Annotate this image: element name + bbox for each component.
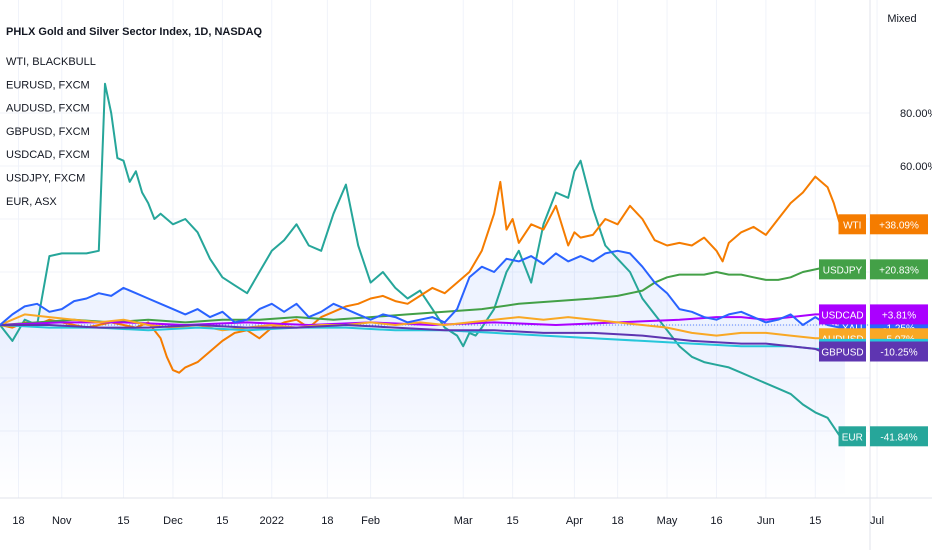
x-tick-label: 18 <box>612 515 624 527</box>
badge-name-bg <box>838 214 866 235</box>
series-line-gbpusd[interactable] <box>0 324 841 356</box>
badge-name: USDCAD <box>821 310 863 321</box>
series-lines <box>0 82 841 437</box>
badge-name: EUR <box>842 432 863 443</box>
badge-value: +20.83% <box>879 265 919 276</box>
badge-name-bg <box>819 304 866 325</box>
badge-gbpusd: GBPUSD -10.25% <box>819 341 928 362</box>
chart-title: PHLX Gold and Silver Sector Index, 1D, N… <box>6 26 263 38</box>
x-tick-label: Dec <box>163 515 183 527</box>
price-axis[interactable]: Mixed 80.00% 60.00% <box>887 13 932 173</box>
badge-value-bg <box>870 259 928 280</box>
xau-area-fill <box>0 250 840 328</box>
badge-name-bg <box>838 426 866 447</box>
legend-entry: AUDUSD, FXCM <box>6 103 90 115</box>
badge-value: -41.84% <box>880 432 917 443</box>
badge-value-bg <box>870 426 928 447</box>
lower-gradient-fill <box>0 325 845 498</box>
x-tick-label: 18 <box>12 515 24 527</box>
x-tick-label: Apr <box>566 515 583 527</box>
legend-entry: USDCAD, FXCM <box>6 149 90 161</box>
x-tick-label: 18 <box>321 515 333 527</box>
x-tick-label: 15 <box>507 515 519 527</box>
x-tick-label: Feb <box>361 515 380 527</box>
series-line-eur[interactable] <box>0 82 841 437</box>
y-tick-label: 60.00% <box>900 161 932 173</box>
badge-name-bg <box>819 259 866 280</box>
badge-wti: WTI +38.09% <box>838 214 928 235</box>
series-line-xau[interactable] <box>0 249 841 329</box>
x-tick-label: 15 <box>809 515 821 527</box>
legend-entry: EURUSD, FXCM <box>6 79 90 91</box>
badge-value: +3.81% <box>882 310 916 321</box>
series-line-usdcad[interactable] <box>0 313 840 326</box>
legend-entry: USDJPY, FXCM <box>6 173 85 185</box>
last-value-badges: EUR-41.84%WTI+38.09%USDJPY+20.83%XAU-1.2… <box>819 214 928 447</box>
badge-value-bg <box>870 304 928 325</box>
legend-entry: EUR, ASX <box>6 196 57 208</box>
x-tick-label: Nov <box>52 515 72 527</box>
series-line-usdjpy[interactable] <box>0 265 841 326</box>
badge-name: WTI <box>843 220 861 231</box>
badge-value-bg <box>870 341 928 362</box>
badge-name: USDJPY <box>823 265 863 276</box>
y-tick-label: 80.00% <box>900 108 932 120</box>
scale-mode-label[interactable]: Mixed <box>887 13 916 25</box>
x-tick-label: Jun <box>757 515 775 527</box>
legend: PHLX Gold and Silver Sector Index, 1D, N… <box>6 26 263 208</box>
x-tick-label: Mar <box>454 515 473 527</box>
badge-value: +38.09% <box>879 220 919 231</box>
series-line-audusd[interactable] <box>0 313 840 340</box>
x-tick-label: 16 <box>710 515 722 527</box>
x-tick-label: 15 <box>117 515 129 527</box>
legend-entry: WTI, BLACKBULL <box>6 56 96 68</box>
badge-name-bg <box>819 341 866 362</box>
badge-usdcad: USDCAD +3.81% <box>819 304 928 325</box>
badge-usdjpy: USDJPY +20.83% <box>819 259 928 280</box>
x-tick-label: 15 <box>216 515 228 527</box>
badge-value: -10.25% <box>880 348 917 359</box>
time-axis[interactable]: 18 Nov 15 Dec 15 2022 18 Feb Mar 15 Apr 18 May 16 Jun 1… <box>12 515 884 527</box>
x-tick-label: May <box>657 515 678 527</box>
x-tick-label: 2022 <box>260 515 284 527</box>
badge-value-bg <box>870 214 928 235</box>
badge-eur: EUR -41.84% <box>838 426 928 447</box>
badge-name: GBPUSD <box>821 348 863 359</box>
x-tick-label: Jul <box>870 515 884 527</box>
area-fills <box>0 250 845 498</box>
legend-entry: GBPUSD, FXCM <box>6 126 90 138</box>
